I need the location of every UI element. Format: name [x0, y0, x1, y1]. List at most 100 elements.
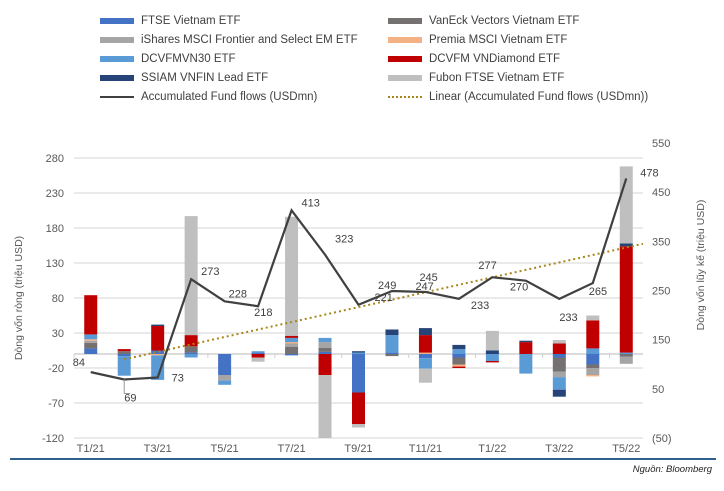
bar-segment — [117, 351, 131, 354]
y-tick-label: 230 — [46, 188, 64, 200]
x-tick-label: T7/21 — [277, 443, 305, 455]
bar-segment — [552, 340, 566, 344]
legend-item: Linear (Accumulated Fund flows (USDmn)) — [388, 90, 648, 104]
bar-segment — [552, 343, 566, 354]
line-data-label: 245 — [419, 272, 437, 284]
y-axis-title: Dòng vốn ròng (triệu USD) — [13, 236, 25, 360]
x-tick-label: T3/21 — [144, 443, 172, 455]
bar-segment — [184, 346, 198, 353]
bar-segment — [485, 330, 499, 351]
bar-segment — [485, 361, 499, 363]
bar-segment — [352, 392, 365, 424]
legend-swatch — [100, 56, 134, 62]
line-data-label: 73 — [172, 373, 184, 385]
bar-segment — [184, 354, 198, 358]
bar-segment — [519, 354, 533, 374]
legend-swatch — [388, 56, 422, 62]
bar-segment — [485, 354, 499, 361]
x-tick-label: T9/21 — [344, 443, 372, 455]
bar-segment — [452, 354, 466, 358]
bar-segment — [251, 352, 265, 354]
bar-segment — [117, 354, 131, 357]
bar-segment — [452, 357, 466, 365]
bar-segment — [418, 358, 432, 369]
bar-segment — [385, 329, 399, 336]
legend-item: VanEck Vectors Vietnam ETF — [388, 14, 579, 28]
bar-segment — [552, 371, 566, 378]
bar-segment — [352, 352, 365, 354]
bar-segment — [586, 368, 600, 375]
legend-swatch — [100, 37, 134, 43]
y-right-tick-label: (50) — [652, 433, 672, 445]
bar-segment — [218, 354, 232, 375]
bar-segment — [619, 243, 633, 247]
bar-segment — [84, 295, 98, 335]
legend-label: DCVFMVN30 ETF — [141, 53, 236, 65]
bar-segment — [519, 340, 533, 343]
bar-segment — [151, 326, 165, 351]
line-data-label: 413 — [302, 197, 320, 209]
bar-segment — [218, 380, 232, 385]
bar-segment — [84, 334, 98, 340]
bar-segment — [318, 342, 332, 348]
line-data-label: 218 — [254, 307, 272, 319]
legend-item: Premia MSCI Vietnam ETF — [388, 33, 567, 47]
bar-segment — [619, 166, 633, 244]
legend-swatch — [100, 96, 134, 98]
line-data-label: 249 — [378, 280, 396, 292]
bottom-rule — [10, 458, 716, 460]
bar-segment — [285, 216, 299, 336]
bar-segment — [385, 335, 399, 353]
y-right-tick-label: 250 — [652, 286, 670, 298]
legend-item: Accumulated Fund flows (USDmn) — [100, 90, 317, 104]
bar-segment — [586, 348, 600, 354]
y-tick-label: -20 — [48, 363, 64, 375]
line-data-label: 228 — [229, 288, 247, 300]
y-tick-label: 130 — [46, 258, 64, 270]
line-data-label: 273 — [201, 266, 219, 278]
legend-label: Accumulated Fund flows (USDmn) — [141, 91, 318, 103]
legend-label: DCVFM VNDiamond ETF — [429, 53, 560, 65]
bar-segment — [251, 354, 265, 358]
legend-label: Fubon FTSE Vietnam ETF — [429, 72, 565, 84]
bar-segment — [418, 328, 432, 336]
line-data-label: 69 — [124, 392, 136, 404]
x-tick-label: T5/21 — [211, 443, 239, 455]
legend-label: Linear (Accumulated Fund flows (USDmn)) — [429, 91, 649, 103]
bar-segment — [285, 335, 299, 338]
bar-segment — [485, 350, 499, 354]
bar-segment — [552, 377, 566, 390]
bar-segment — [452, 349, 466, 354]
bar-segment — [418, 352, 432, 354]
bar-segment — [117, 349, 131, 352]
bar-segment — [285, 342, 299, 344]
y-tick-label: 280 — [46, 153, 64, 165]
bar-segment — [619, 354, 633, 357]
legend-swatch — [388, 96, 422, 98]
bar-segment — [619, 356, 633, 364]
trend-line — [123, 242, 644, 361]
bar-segment — [184, 335, 198, 347]
bar-segment — [151, 355, 165, 380]
bar-segment — [452, 344, 466, 350]
bar-segment — [552, 389, 566, 397]
legend-swatch — [388, 18, 422, 24]
x-tick-label: T3/22 — [545, 443, 573, 455]
y-right-tick-label: 50 — [652, 384, 664, 396]
line-data-label: 221 — [375, 292, 393, 304]
line-data-label: 84 — [73, 357, 85, 369]
line-data-label: 277 — [478, 260, 496, 272]
line-data-label: 323 — [335, 234, 353, 246]
bar-segment — [84, 342, 98, 349]
bar-segment — [452, 364, 466, 367]
bar-segment — [519, 342, 533, 354]
bar-segment — [552, 357, 566, 372]
line-data-label: 478 — [640, 167, 658, 179]
bar-segment — [352, 424, 365, 428]
x-tick-label: T1/22 — [478, 443, 506, 455]
bar-segment — [552, 354, 566, 358]
y-right-tick-label: 350 — [652, 236, 670, 248]
bar-segment — [586, 315, 600, 321]
bar-segment — [418, 354, 432, 359]
bar-segment — [318, 351, 332, 354]
